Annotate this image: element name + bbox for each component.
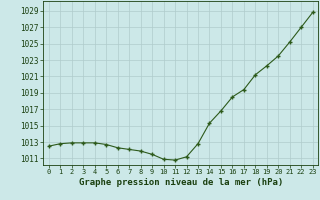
X-axis label: Graphe pression niveau de la mer (hPa): Graphe pression niveau de la mer (hPa)	[79, 178, 283, 187]
